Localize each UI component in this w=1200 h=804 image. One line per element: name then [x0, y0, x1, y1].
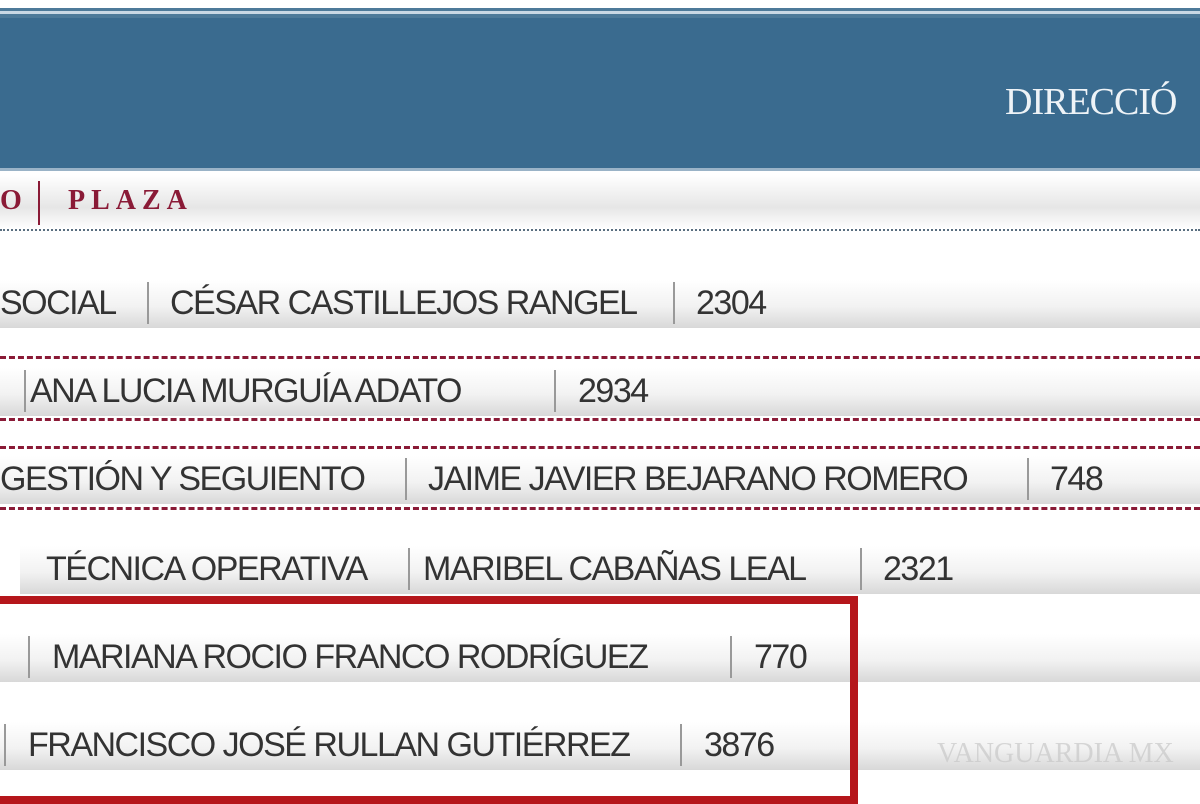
watermark: VANGUARDIA MX: [937, 738, 1174, 769]
dashed-divider: [0, 446, 1200, 449]
dashed-divider: [0, 356, 1200, 359]
table-row: MARIANA ROCIO FRANCO RODRÍGUEZ 770: [0, 634, 1200, 682]
cell-divider: [28, 636, 30, 678]
row-plaza: 748: [1050, 460, 1104, 498]
page-title: DIRECCIÓ: [1005, 81, 1177, 123]
cell-divider: [680, 724, 682, 766]
cell-divider: [1027, 458, 1029, 500]
row-name: MARIBEL CABAÑAS LEAL: [423, 550, 807, 588]
table-row: ANA LUCIA MURGUÍA ADATO 2934: [0, 368, 1200, 416]
cell-divider: [24, 370, 26, 412]
table-row: FRANCISCO JOSÉ RULLAN GUTIÉRREZ 3876: [0, 722, 1200, 770]
row-name: MARIANA ROCIO FRANCO RODRÍGUEZ: [52, 638, 649, 676]
row-area: TÉCNICA OPERATIVA: [46, 550, 368, 588]
dashed-divider: [0, 507, 1200, 510]
cell-divider: [405, 458, 407, 500]
cell-divider: [554, 370, 556, 412]
highlight-box: [0, 596, 858, 804]
cell-divider: [147, 282, 149, 324]
header-banner: DIRECCIÓ: [0, 18, 1200, 171]
table-row: SOCIAL CÉSAR CASTILLEJOS RANGEL 2304: [0, 280, 1200, 328]
row-name: ANA LUCIA MURGUÍA ADATO: [30, 372, 462, 410]
row-plaza: 2321: [883, 550, 954, 588]
row-plaza: 3876: [704, 726, 775, 764]
row-name: JAIME JAVIER BEJARANO ROMERO: [428, 460, 969, 498]
column-separator: [38, 181, 40, 225]
cell-divider: [4, 724, 6, 766]
row-area: GESTIÓN Y SEGUIENTO: [0, 460, 366, 498]
row-name: FRANCISCO JOSÉ RULLAN GUTIÉRREZ: [28, 726, 631, 764]
column-header-fragment: O: [0, 185, 28, 216]
row-plaza: 2304: [696, 284, 767, 322]
cell-divider: [860, 548, 862, 590]
table-row: GESTIÓN Y SEGUIENTO JAIME JAVIER BEJARAN…: [0, 456, 1200, 504]
cell-divider: [408, 548, 410, 590]
table-row: TÉCNICA OPERATIVA MARIBEL CABAÑAS LEAL 2…: [20, 546, 1200, 594]
column-header-row: O PLAZA: [0, 175, 1200, 231]
row-area: SOCIAL: [0, 284, 117, 322]
cell-divider: [673, 282, 675, 324]
row-plaza: 2934: [578, 372, 649, 410]
cell-divider: [730, 636, 732, 678]
header-top-border: [0, 8, 1200, 18]
row-name: CÉSAR CASTILLEJOS RANGEL: [170, 284, 638, 322]
dashed-divider: [0, 418, 1200, 421]
row-plaza: 770: [754, 638, 808, 676]
column-header-plaza: PLAZA: [68, 185, 193, 216]
